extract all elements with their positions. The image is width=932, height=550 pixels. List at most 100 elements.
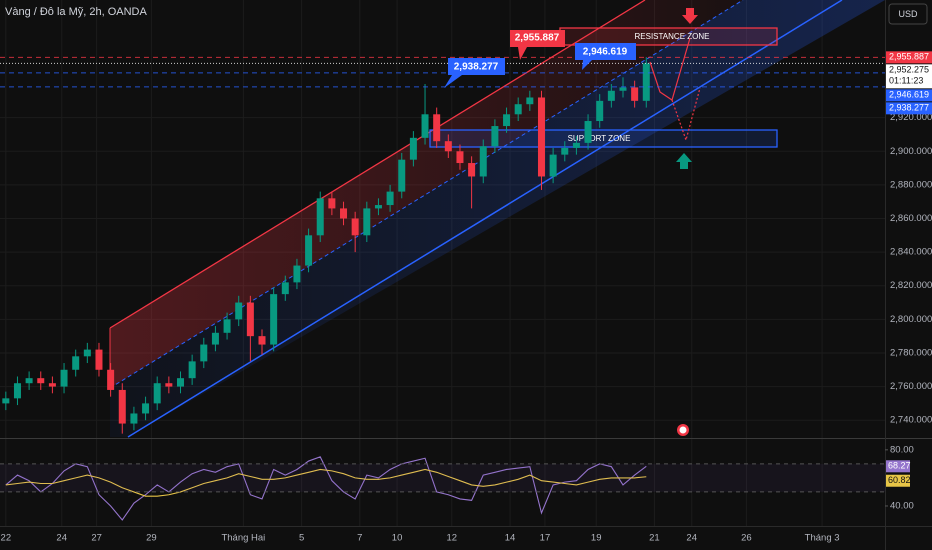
rsi-line [5,468,647,497]
projection-path [649,37,691,101]
candle-body [514,104,522,115]
y-tick-label: 2,880.000 [890,179,932,190]
callouts: 2,955.887 2,946.619 2,938.277 [444,30,636,88]
candle-body [2,398,10,404]
candle-body [60,369,68,387]
marks [0,56,885,521]
candle-body [305,235,313,266]
candle-body [118,389,126,424]
candle-body [340,208,348,219]
callout-text: 2,946.619 [583,47,628,58]
candle-body [48,383,56,387]
candle-body [95,349,103,370]
candle-body [433,114,441,142]
candle-body [13,383,21,399]
rsi-label: 60.82 [888,475,911,485]
down-arrow [682,8,698,24]
candle-body [607,90,615,101]
candle-body [537,97,545,177]
x-tick-label: 27 [91,533,102,544]
countdown: 01:11:23 [889,76,923,86]
candle-body [130,413,138,424]
candle-body [270,294,278,345]
candle-body [37,378,45,384]
price-label-box [886,89,932,102]
y-tick-label: 40.00 [890,500,914,511]
x-tick-label: 12 [447,533,458,544]
candle-body [398,159,406,192]
x-tick-label: 5 [299,533,304,544]
y-tick-label: 2,800.000 [890,314,932,325]
channel-mid-line [109,0,744,389]
price-label-box [886,64,932,89]
candle-body [549,154,557,177]
x-tick-label: 21 [649,533,660,544]
candle-body [258,336,266,345]
x-tick-label: 29 [146,533,157,544]
rsi-band-fill [0,463,885,492]
y-tick-label: 2,840.000 [890,247,932,258]
price-label-box [886,51,932,64]
candle-body [316,198,324,236]
candle-body [107,369,115,390]
rsi-label-box [886,474,910,487]
candle-body [200,344,208,362]
candle-body [235,302,243,320]
y-tick-label: 2,920.000 [890,112,932,123]
x-tick-label: 7 [357,533,362,544]
x-tick-label: 22 [1,533,12,544]
support-label: SUPPORT ZONE [568,134,631,143]
candle-body [223,319,231,333]
candle-body [188,361,196,379]
y-tick-label: 2,860.000 [890,213,932,224]
candle-body [456,151,464,164]
candle-body [293,265,301,283]
chart-title: Vàng / Đô la Mỹ, 2h, OANDA [5,6,147,18]
currency-button[interactable] [888,3,928,25]
rsi-label: 68.27 [888,461,911,471]
candle-body [142,403,150,414]
candle-body [572,142,580,148]
candle-body [642,63,650,101]
candle-body [72,356,80,370]
candle-body [328,198,336,209]
y-tick-label: 80.00 [890,444,914,455]
candle-body [561,147,569,155]
price-label: 2,955.887 [889,52,929,62]
rsi-label-box [886,460,910,473]
candle-body [479,146,487,177]
channel-lower-fill [110,0,885,437]
y-tick-label: 2,900.000 [890,146,932,157]
candle-body [584,121,592,143]
rsi-line [5,456,647,521]
candle-body [526,97,534,105]
candle-body [83,349,91,357]
callout-text: 2,938.277 [454,62,499,73]
y-tick-label: 2,820.000 [890,280,932,291]
candle-body [374,205,382,209]
candle-body [363,208,371,236]
candle-body [246,302,254,337]
resistance-label: RESISTANCE ZONE [635,32,710,41]
x-tick-label: 10 [392,533,403,544]
y-tick-label: 2,760.000 [890,381,932,392]
price-label: 2,938.277 [889,103,929,113]
candle-body [165,383,173,387]
callout-blue [575,43,636,70]
price-label: 2,952.275 [889,65,929,75]
candle-body [386,191,394,206]
x-tick-label: 19 [591,533,602,544]
x-tick-label: Tháng Hai [221,533,265,544]
x-tick-label: Tháng 3 [805,533,840,544]
x-tick-label: 17 [540,533,551,544]
x-tick-label: 24 [686,533,697,544]
candle-body [421,114,429,138]
x-tick-label: 24 [56,533,67,544]
event-flag-inner [679,426,687,434]
candle-body [176,378,184,387]
x-tick-label: 26 [741,533,752,544]
candle-body [281,282,289,295]
currency-label: USD [898,9,918,19]
price-label-box [886,102,932,115]
